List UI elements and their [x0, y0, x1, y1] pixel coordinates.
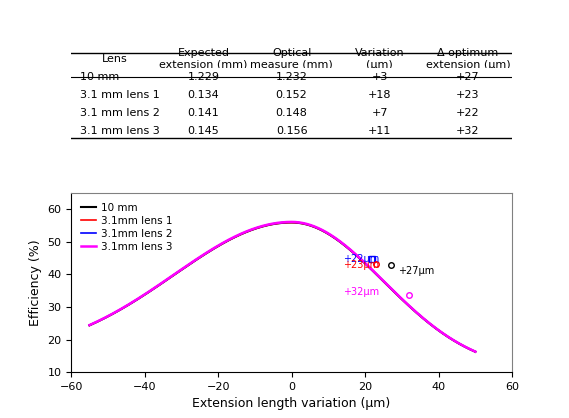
3.1mm lens 3 [288, 219, 295, 224]
3.1mm lens 1 [463, 345, 470, 350]
3.1mm lens 1 [271, 221, 278, 226]
10 mm [463, 345, 470, 350]
3.1mm lens 2 [316, 227, 323, 232]
3.1mm lens 2 [403, 301, 410, 306]
3.1mm lens 1 [316, 227, 323, 232]
10 mm [271, 221, 278, 226]
3.1mm lens 2 [288, 219, 295, 224]
Y-axis label: Efficiency (%): Efficiency (%) [28, 239, 42, 326]
Line: 10 mm: 10 mm [89, 222, 475, 352]
Text: +22μm: +22μm [343, 254, 380, 264]
10 mm [269, 222, 276, 227]
Line: 3.1mm lens 2: 3.1mm lens 2 [89, 222, 475, 352]
3.1mm lens 3 [463, 345, 470, 350]
3.1mm lens 3 [316, 227, 323, 232]
3.1mm lens 1 [288, 220, 295, 225]
3.1mm lens 2 [86, 323, 93, 328]
3.1mm lens 3 [269, 221, 276, 226]
3.1mm lens 2 [472, 349, 479, 354]
3.1mm lens 1 [296, 220, 303, 225]
Line: 3.1mm lens 1: 3.1mm lens 1 [89, 222, 475, 352]
3.1mm lens 1 [403, 301, 410, 306]
3.1mm lens 3 [403, 301, 410, 306]
3.1mm lens 1 [269, 222, 276, 227]
3.1mm lens 2 [463, 345, 470, 350]
10 mm [296, 220, 303, 225]
3.1mm lens 1 [86, 323, 93, 328]
Legend: 10 mm, 3.1mm lens 1, 3.1mm lens 2, 3.1mm lens 3: 10 mm, 3.1mm lens 1, 3.1mm lens 2, 3.1mm… [76, 199, 177, 256]
Line: 3.1mm lens 3: 3.1mm lens 3 [89, 222, 475, 352]
3.1mm lens 1 [472, 349, 479, 354]
X-axis label: Extension length variation (μm): Extension length variation (μm) [192, 397, 391, 410]
10 mm [86, 323, 93, 328]
3.1mm lens 2 [271, 221, 278, 226]
3.1mm lens 2 [269, 221, 276, 226]
10 mm [288, 220, 295, 225]
3.1mm lens 3 [296, 220, 303, 225]
10 mm [472, 349, 479, 354]
Text: +32μm: +32μm [343, 287, 379, 297]
Text: +27μm: +27μm [398, 266, 434, 276]
3.1mm lens 3 [271, 221, 278, 226]
3.1mm lens 3 [86, 323, 93, 328]
10 mm [316, 227, 323, 232]
10 mm [403, 301, 410, 306]
3.1mm lens 3 [472, 349, 479, 354]
Text: +23μm: +23μm [343, 260, 379, 270]
3.1mm lens 2 [296, 220, 303, 225]
